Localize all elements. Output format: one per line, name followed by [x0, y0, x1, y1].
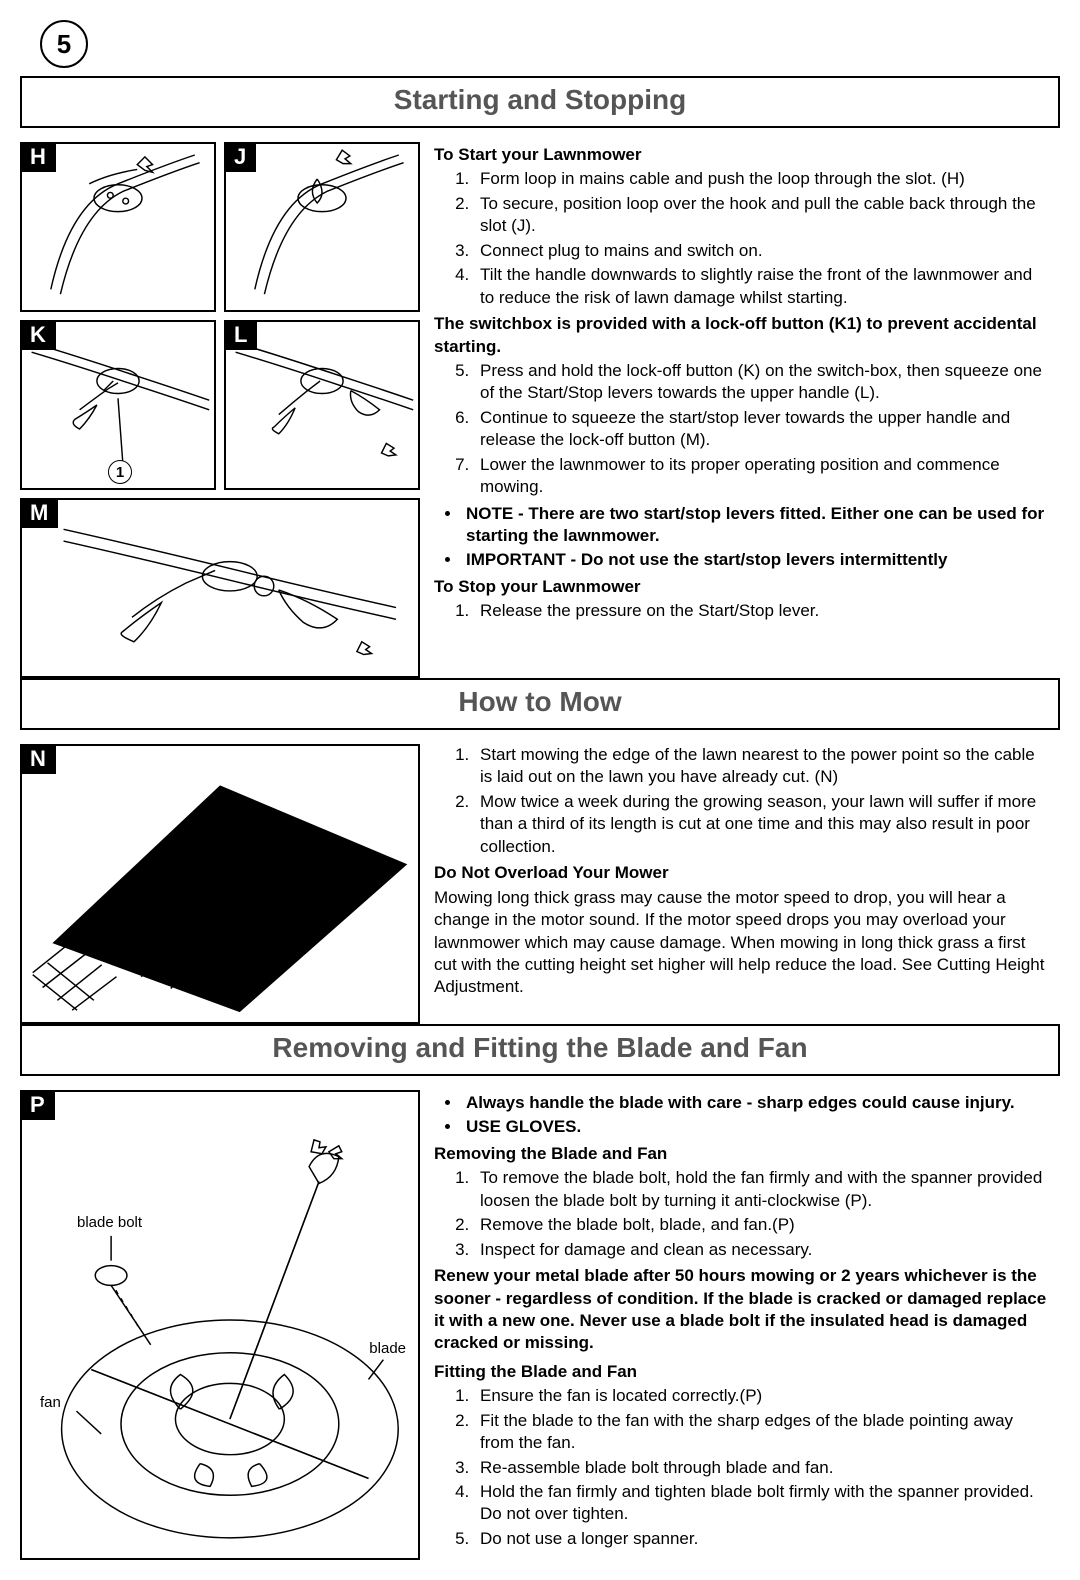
- start-step: To secure, position loop over the hook a…: [474, 193, 1050, 238]
- remove-step: Remove the blade bolt, blade, and fan.(P…: [474, 1214, 1050, 1236]
- renew-text: Renew your metal blade after 50 hours mo…: [434, 1265, 1050, 1355]
- fit-subhead: Fitting the Blade and Fan: [434, 1361, 1050, 1383]
- diagram-p-label: P: [22, 1092, 55, 1120]
- section-blade-title-box: Removing and Fitting the Blade and Fan: [20, 1024, 1060, 1076]
- overload-subhead: Do Not Overload Your Mower: [434, 862, 1050, 884]
- start-step: Connect plug to mains and switch on.: [474, 240, 1050, 262]
- diagram-l-label: L: [226, 322, 257, 350]
- mow-step: Mow twice a week during the growing seas…: [474, 791, 1050, 858]
- start-step: Form loop in mains cable and push the lo…: [474, 168, 1050, 190]
- start-steps: Form loop in mains cable and push the lo…: [434, 168, 1050, 309]
- start-notes: NOTE - There are two start/stop levers f…: [434, 503, 1050, 572]
- stop-step: Release the pressure on the Start/Stop l…: [474, 600, 1050, 622]
- lockoff-step: Press and hold the lock-off button (K) o…: [474, 360, 1050, 405]
- stop-steps: Release the pressure on the Start/Stop l…: [434, 600, 1050, 622]
- callout-blade: blade: [369, 1340, 406, 1357]
- mow-step: Start mowing the edge of the lawn neares…: [474, 744, 1050, 789]
- starting-content: H J: [20, 142, 1060, 678]
- fit-steps: Ensure the fan is located correctly.(P) …: [434, 1385, 1050, 1550]
- blade-bullet: Always handle the blade with care - shar…: [462, 1092, 1050, 1114]
- overload-text: Mowing long thick grass may cause the mo…: [434, 887, 1050, 999]
- diagram-m: M: [20, 498, 420, 678]
- page-number: 5: [40, 20, 88, 68]
- blade-bullet: USE GLOVES.: [462, 1116, 1050, 1138]
- diagram-n: N: [20, 744, 420, 1024]
- diagram-h-label: H: [22, 144, 56, 172]
- diagram-l: L: [224, 320, 420, 490]
- fit-step: Re-assemble blade bolt through blade and…: [474, 1457, 1050, 1479]
- diagram-k-label: K: [22, 322, 56, 350]
- mow-steps: Start mowing the edge of the lawn neares…: [434, 744, 1050, 858]
- starting-text: To Start your Lawnmower Form loop in mai…: [434, 142, 1060, 627]
- fit-step: Do not use a longer spanner.: [474, 1528, 1050, 1550]
- remove-subhead: Removing the Blade and Fan: [434, 1143, 1050, 1165]
- diagram-j-label: J: [226, 144, 256, 172]
- lockoff-text: The switchbox is provided with a lock-of…: [434, 313, 1050, 358]
- mow-text: Start mowing the edge of the lawn neares…: [434, 744, 1060, 1005]
- remove-steps: To remove the blade bolt, hold the fan f…: [434, 1167, 1050, 1261]
- remove-step: Inspect for damage and clean as necessar…: [474, 1239, 1050, 1261]
- start-subhead: To Start your Lawnmower: [434, 144, 1050, 166]
- mow-content: N Start mowing the edge of the lawn near…: [20, 744, 1060, 1024]
- diagram-m-label: M: [22, 500, 58, 528]
- remove-step: To remove the blade bolt, hold the fan f…: [474, 1167, 1050, 1212]
- diagram-n-label: N: [22, 746, 56, 774]
- diagram-h: H: [20, 142, 216, 312]
- fit-step: Fit the blade to the fan with the sharp …: [474, 1410, 1050, 1455]
- section-mow-title-box: How to Mow: [20, 678, 1060, 730]
- start-note: NOTE - There are two start/stop levers f…: [462, 503, 1050, 548]
- diagram-k-callout-1: 1: [108, 460, 132, 484]
- callout-blade-bolt: blade bolt: [77, 1214, 142, 1231]
- diagram-p: P: [20, 1090, 420, 1560]
- fit-step: Hold the fan firmly and tighten blade bo…: [474, 1481, 1050, 1526]
- start-note: IMPORTANT - Do not use the start/stop le…: [462, 549, 1050, 571]
- lockoff-steps: Press and hold the lock-off button (K) o…: [434, 360, 1050, 499]
- mow-diagrams: N: [20, 744, 420, 1024]
- blade-diagrams: P: [20, 1090, 420, 1560]
- mow-title: How to Mow: [22, 680, 1058, 728]
- callout-fan: fan: [40, 1394, 61, 1411]
- starting-diagrams: H J: [20, 142, 420, 678]
- diagram-j: J: [224, 142, 420, 312]
- lockoff-step: Continue to squeeze the start/stop lever…: [474, 407, 1050, 452]
- stop-subhead: To Stop your Lawnmower: [434, 576, 1050, 598]
- starting-title: Starting and Stopping: [22, 78, 1058, 126]
- blade-text: Always handle the blade with care - shar…: [434, 1090, 1060, 1554]
- blade-title: Removing and Fitting the Blade and Fan: [22, 1026, 1058, 1074]
- diagram-k: K 1: [20, 320, 216, 490]
- section-starting-title-box: Starting and Stopping: [20, 76, 1060, 128]
- lockoff-step: Lower the lawnmower to its proper operat…: [474, 454, 1050, 499]
- blade-bullets-top: Always handle the blade with care - shar…: [434, 1092, 1050, 1139]
- fit-step: Ensure the fan is located correctly.(P): [474, 1385, 1050, 1407]
- blade-content: P: [20, 1090, 1060, 1560]
- start-step: Tilt the handle downwards to slightly ra…: [474, 264, 1050, 309]
